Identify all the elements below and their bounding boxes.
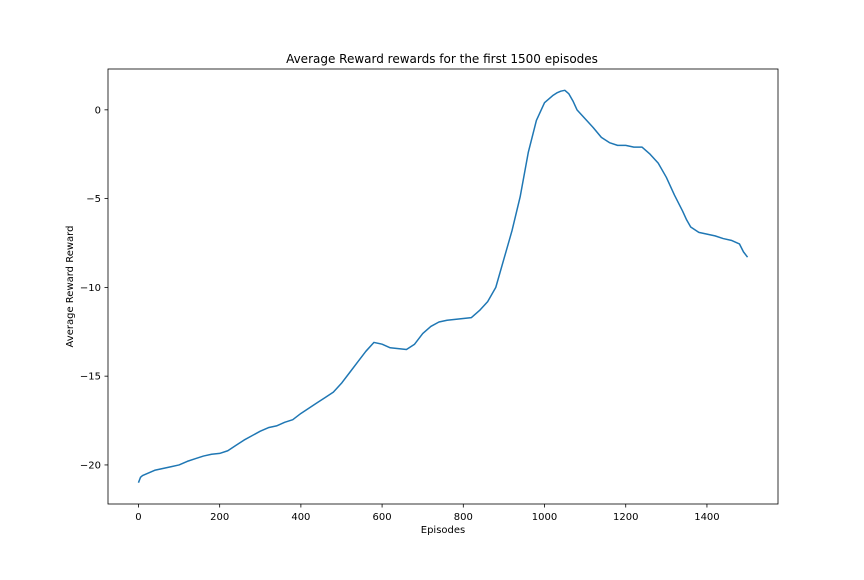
series-layer: [137, 89, 749, 483]
x-tick-label: 600: [373, 512, 392, 523]
x-tick-label: 200: [210, 512, 229, 523]
x-axis-label: Episodes: [421, 525, 465, 536]
chart-title: Average Reward rewards for the first 150…: [286, 52, 598, 66]
x-tick-label: 400: [291, 512, 310, 523]
y-tick-label: −15: [80, 372, 101, 383]
y-tick-label: −20: [80, 460, 101, 471]
y-tick-label: 0: [95, 105, 101, 116]
x-tick-label: 800: [454, 512, 473, 523]
x-tick-label: 1400: [694, 512, 719, 523]
y-tick-label: −10: [80, 283, 101, 294]
y-axis-label: Average Reward Reward: [65, 226, 76, 348]
x-tick-label: 0: [135, 512, 141, 523]
y-tick-label: −5: [86, 194, 101, 205]
x-tick-label: 1200: [613, 512, 638, 523]
series-line: [137, 89, 749, 483]
x-axis: 0 200 400 600 800 1000 1200 1400: [135, 504, 720, 523]
y-axis: −20 −15 −10 −5 0: [80, 105, 108, 471]
plot-area-frame: [107, 68, 779, 505]
x-tick-label: 1000: [532, 512, 557, 523]
